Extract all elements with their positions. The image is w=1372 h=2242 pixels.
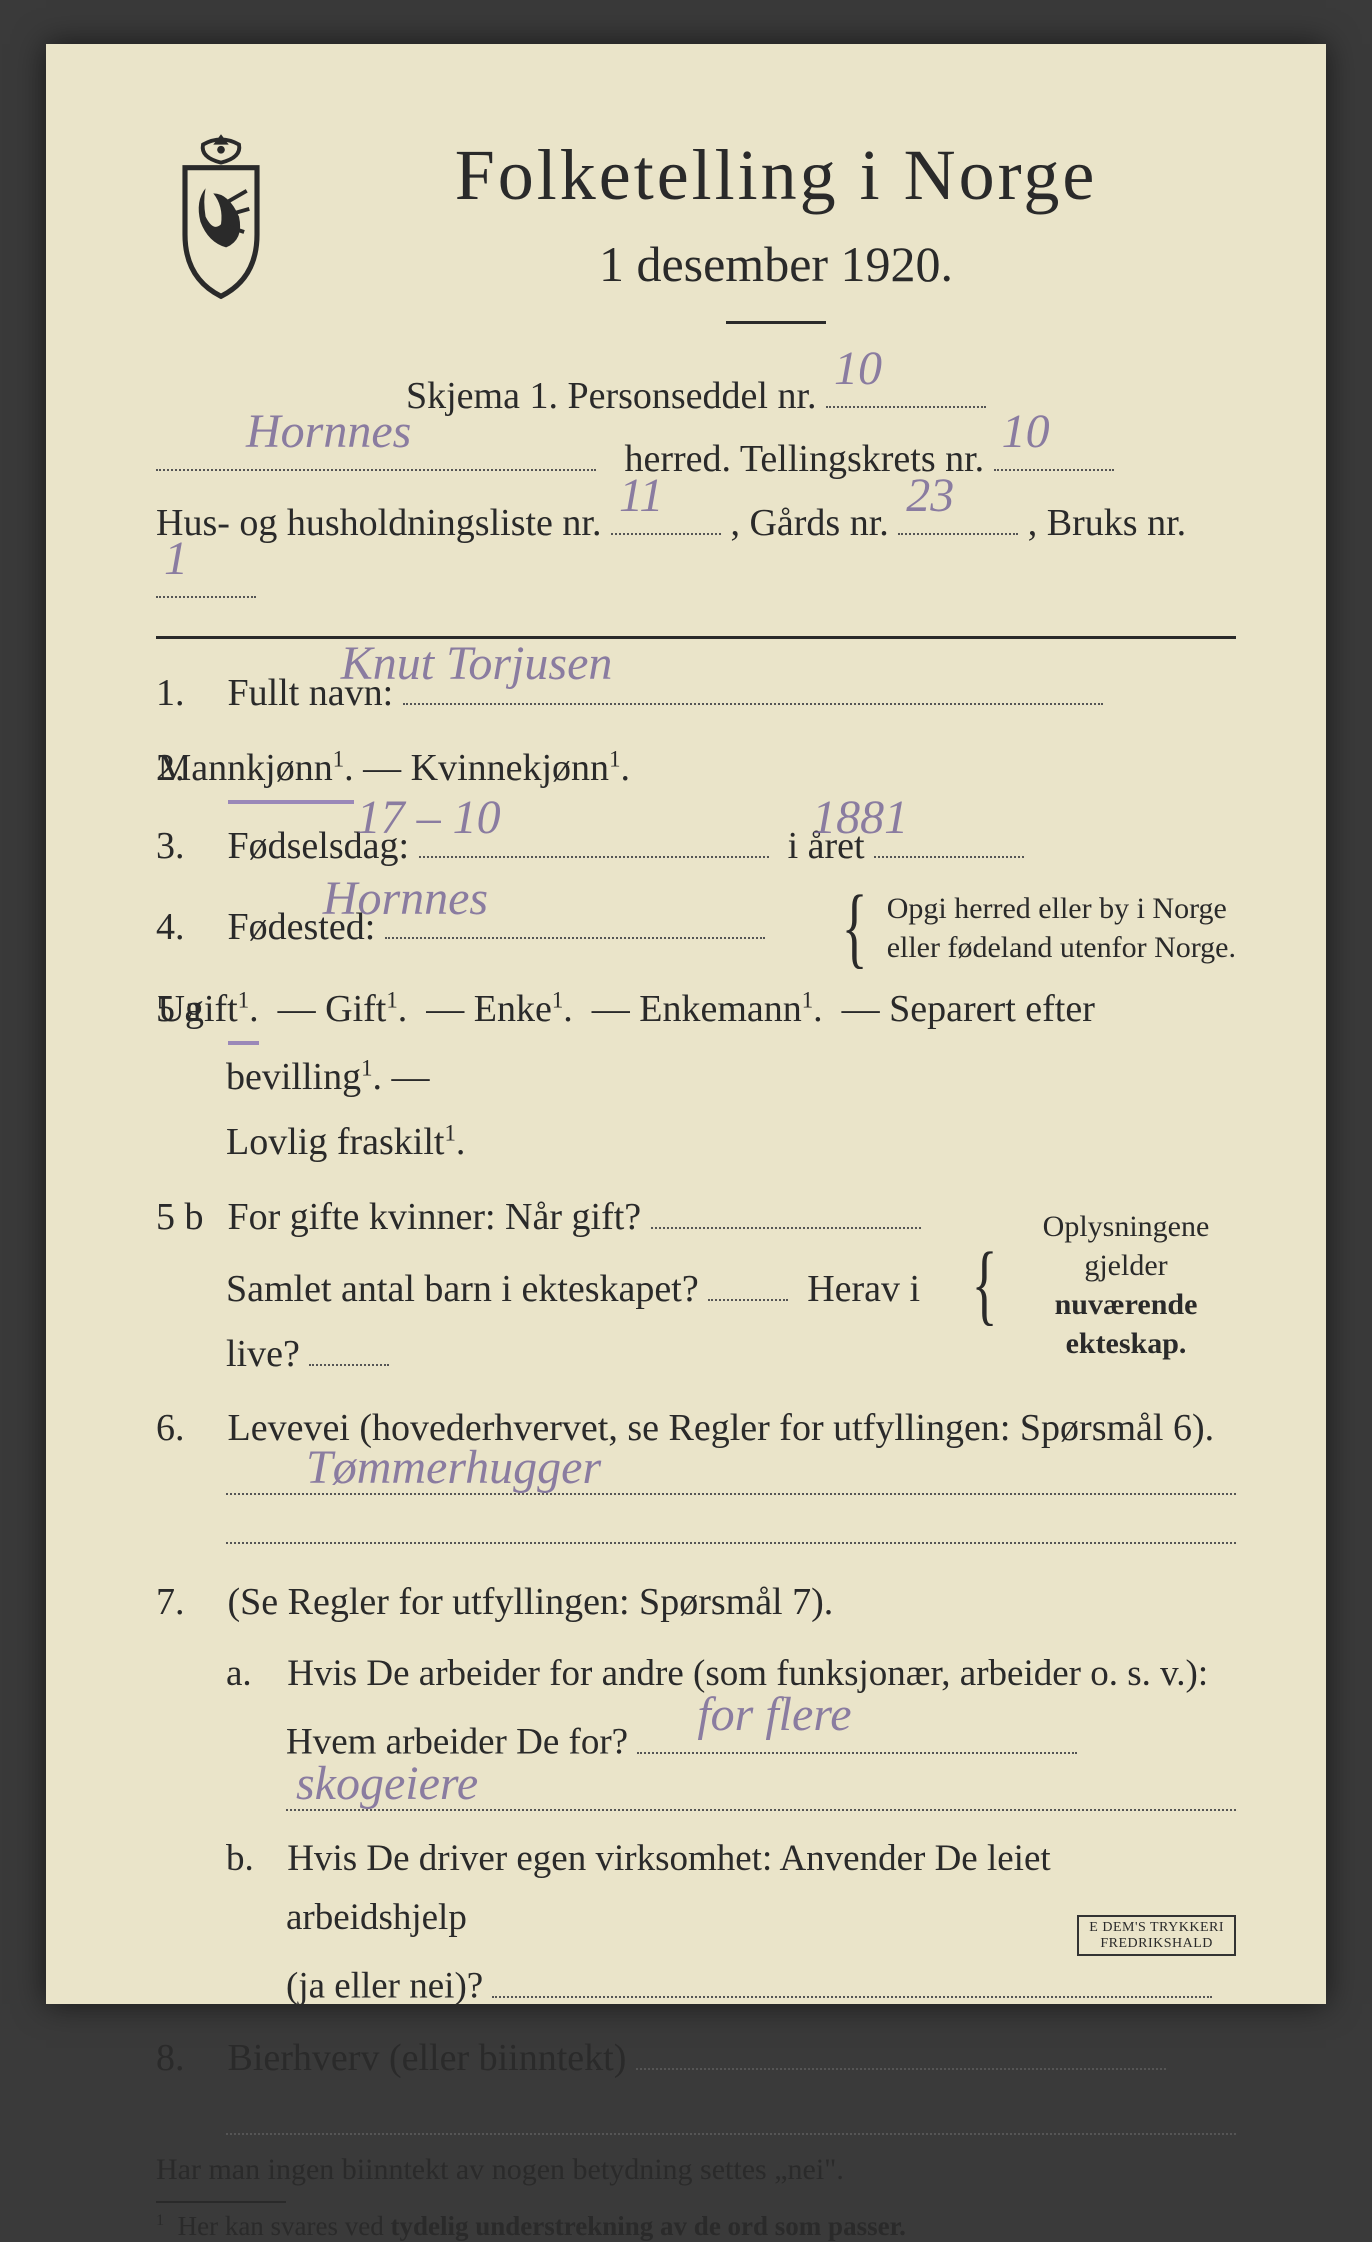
census-form-page: Folketelling i Norge 1 desember 1920. Sk… [46,44,1326,2004]
q8-label: Bierhverv (eller biinntekt) [228,2037,627,2079]
q5b-l1: For gifte kvinner: Når gift? [228,1196,642,1238]
footnote-2: 1 Her kan svares ved tydelig understrekn… [156,2211,1236,2242]
q5b-side-l3: ekteskap. [1016,1324,1236,1363]
q5b-side-l2: gjelder nuværende [1016,1246,1236,1324]
q1: 1. Fullt navn: Knut Torjusen [156,661,1236,726]
q5a: 5 a Ugift1. — Gift1. — Enke1. — Enkemann… [156,977,1236,1175]
herred-line: Hornnes herred. Tellingskrets nr. 10 [156,427,1236,490]
bruks-label: , Bruks nr. [1028,502,1186,544]
q6-num: 6. [156,1396,218,1461]
q7b: b. Hvis De driver egen virksomhet: Anven… [156,1829,1236,1947]
printer-stamp: E DEM'S TRYKKERI FREDRIKSHALD [1077,1915,1236,1956]
tellingskrets-nr-value: 10 [1002,392,1050,471]
q4-num: 4. [156,895,218,960]
footnote-rule [156,2201,286,2203]
q7a: a. Hvis De arbeider for andre (som funks… [156,1644,1236,1703]
brace-icon: { [836,892,874,964]
header-row: Folketelling i Norge 1 desember 1920. [156,124,1236,354]
q3: 3. Fødselsdag: 17 – 10 i året 1881 [156,814,1236,879]
q5b-l2a: Samlet antal barn i ekteskapet? [226,1268,699,1310]
bruks-nr-value: 1 [164,519,188,598]
q2: 2. Mannkjønn1. — Kvinnekjønn1. [156,736,1236,805]
stamp-l2: FREDRIKSHALD [1089,1936,1224,1951]
q8-num: 8. [156,2026,218,2091]
q7a-value: for flere [697,1677,851,1754]
herred-value: Hornnes [246,392,411,471]
personseddel-nr-value: 10 [834,329,882,408]
q5a-opt-3: Enkemann1. [639,988,822,1030]
page-subtitle: 1 desember 1920. [316,235,1236,293]
rule-1 [156,636,1236,639]
q4-side-note: Opgi herred eller by i Norge eller fødel… [887,889,1236,967]
q4-value: Hornnes [393,858,488,940]
q1-value: Knut Torjusen [411,623,613,705]
gards-nr-value: 23 [906,456,954,535]
q5a-opt-2: Enke1. [474,988,573,1030]
q5a-opt-0: Ugift1. [228,977,259,1046]
q5a-opt-1: Gift1. [325,988,407,1030]
q6-fill-1: Tømmerhugger [226,1471,1236,1495]
q7a-value2: skogeiere [296,1756,478,1811]
q6-value: Tømmerhugger [306,1440,601,1495]
q7-label: (Se Regler for utfyllingen: Spørsmål 7). [228,1581,834,1623]
q3-day-value: 17 – 10 [427,777,501,859]
q4: 4. Fødested: Hornnes { Opgi herred eller… [156,889,1236,967]
title-block: Folketelling i Norge 1 desember 1920. [316,124,1236,354]
q7: 7. (Se Regler for utfyllingen: Spørsmål … [156,1570,1236,1635]
q8: 8. Bierhverv (eller biinntekt) [156,2026,1236,2091]
q6-fill-2 [226,1519,1236,1543]
stamp-l1: E DEM'S TRYKKERI [1089,1920,1224,1935]
hus-label: Hus- og husholdningsliste nr. [156,502,601,544]
q5b-side-l1: Oplysningene [1016,1207,1236,1246]
gards-label: , Gårds nr. [730,502,888,544]
hus-nr-value: 11 [619,456,663,535]
footnote-1: Har man ingen biinntekt av nogen betydni… [156,2153,1236,2187]
q7b-letter: b. [226,1829,278,1888]
q7b-q: (ja eller nei)? [286,1966,483,2007]
q7a-letter: a. [226,1644,278,1703]
q5b-num: 5 b [156,1185,218,1250]
q5b-side-note: Oplysningene gjelder nuværende ekteskap. [1016,1207,1236,1363]
q1-num: 1. [156,661,218,726]
skjema-label: Skjema 1. Personseddel nr. [406,375,817,417]
q7-num: 7. [156,1570,218,1635]
footnote-2-num: 1 [156,2211,164,2229]
q5b: 5 b For gifte kvinner: Når gift? Samlet … [156,1185,1236,1387]
q8-fill-2 [226,2111,1236,2135]
q4-side-l1: Opgi herred eller by i Norge [887,889,1236,928]
title-divider [726,321,826,324]
q4-side-l2: eller fødeland utenfor Norge. [887,928,1236,967]
coat-of-arms-icon [156,124,286,304]
q3-num: 3. [156,814,218,879]
q7a-fill-2: skogeiere [286,1786,1236,1810]
q2-mann: Mannkjønn1. [228,736,354,805]
q7b-line2: (ja eller nei)? [156,1955,1236,2016]
hus-line: Hus- og husholdningsliste nr. 11 , Gårds… [156,491,1236,618]
q7b-label: Hvis De driver egen virksomhet: Anvender… [286,1838,1051,1938]
q3-year-value: 1881 [882,777,908,859]
brace-icon: { [965,1249,1003,1321]
page-title: Folketelling i Norge [316,134,1236,217]
q5a-trailing: Lovlig fraskilt1. [226,1121,465,1163]
